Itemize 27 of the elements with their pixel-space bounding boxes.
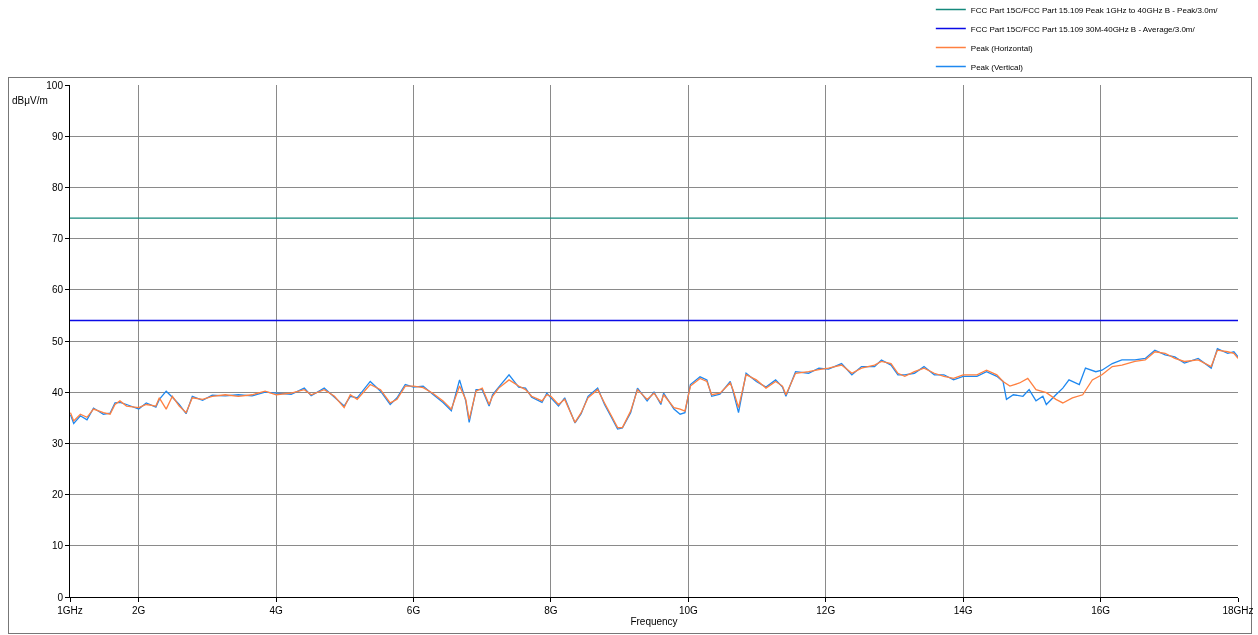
y-tick-label: 40 bbox=[51, 386, 64, 398]
x-tick-label: 16G bbox=[1091, 605, 1111, 616]
x-tick-label: 4G bbox=[269, 605, 284, 616]
x-axis-title: Frequency bbox=[630, 615, 678, 627]
y-tick-label: 50 bbox=[51, 335, 64, 347]
y-tick-label: 80 bbox=[51, 181, 64, 193]
x-tick-label: 12G bbox=[816, 605, 836, 616]
legend-label: FCC Part 15C/FCC Part 15.109 30M-40GHz B - Average/3.0m/ bbox=[970, 24, 1196, 34]
legend-label: FCC Part 15C/FCC Part 15.109 Peak 1GHz to 40GHz B - Peak/3.0m/ bbox=[970, 5, 1219, 15]
legend-label: Peak (Vertical) bbox=[970, 62, 1024, 72]
x-tick-label: 1GHz bbox=[57, 605, 83, 616]
y-tick-label: 70 bbox=[51, 233, 64, 245]
y-tick-label: 100 bbox=[46, 79, 64, 91]
x-tick-label: 14G bbox=[953, 605, 973, 616]
legend-label: Peak (Horizontal) bbox=[970, 43, 1033, 53]
y-tick-label: 60 bbox=[51, 284, 64, 296]
y-tick-label: 0 bbox=[57, 591, 64, 603]
y-tick-label: 90 bbox=[51, 130, 64, 142]
x-tick-label: 2G bbox=[132, 605, 146, 616]
x-tick-label: 18GHz bbox=[1222, 605, 1254, 616]
y-tick-label: 30 bbox=[51, 437, 64, 449]
x-tick-label: 8G bbox=[544, 605, 558, 616]
x-tick-label: 10G bbox=[678, 605, 699, 616]
y-axis-title: dBμV/m bbox=[12, 95, 48, 106]
x-tick-label: 6G bbox=[406, 605, 421, 616]
y-tick-label: 20 bbox=[51, 489, 64, 501]
y-tick-label: 10 bbox=[51, 540, 64, 552]
